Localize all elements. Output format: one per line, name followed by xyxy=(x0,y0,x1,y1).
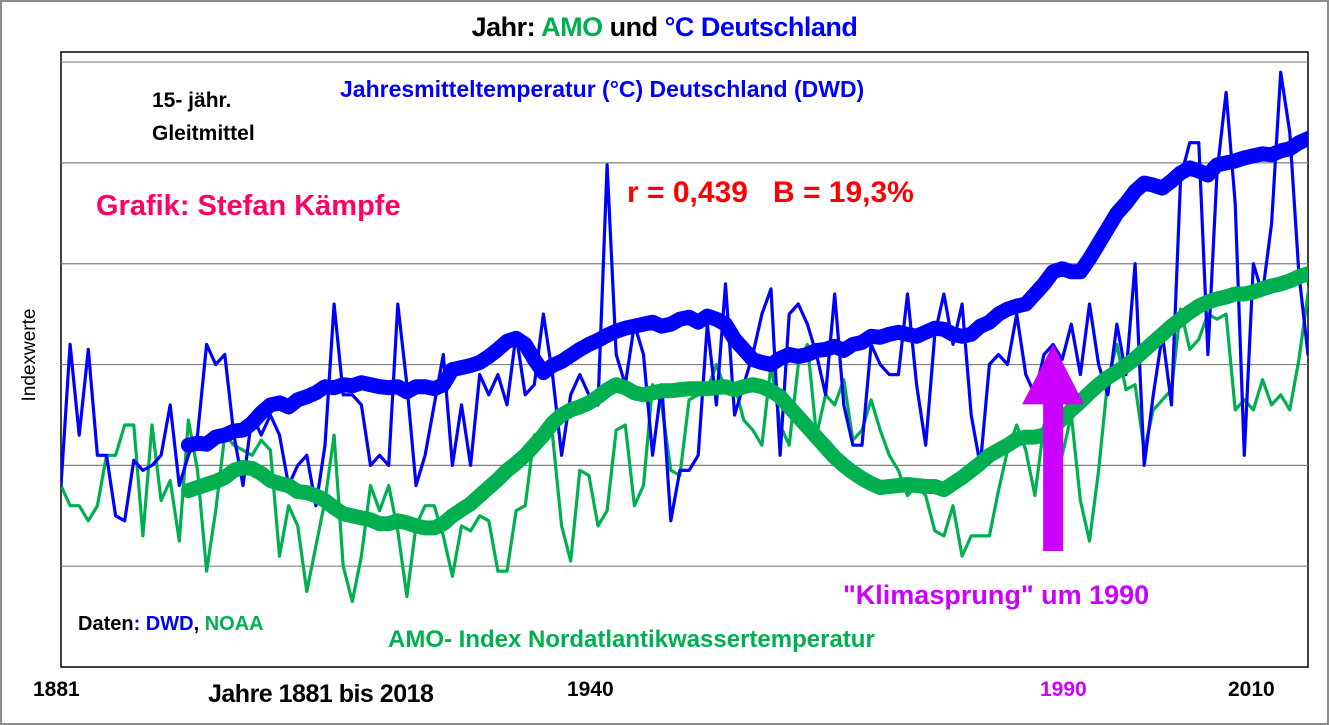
x-tick-1940: 1940 xyxy=(567,678,614,701)
data-source-comma: , xyxy=(193,613,205,635)
chart-title: Jahr: AMO und °C Deutschland xyxy=(0,12,1329,43)
plot-border xyxy=(60,51,1309,668)
temperature-raw-line xyxy=(61,70,1308,523)
x-tick-1990: 1990 xyxy=(1040,678,1087,701)
temperature-smoothed-line xyxy=(180,131,1308,453)
data-source-prefix: Daten xyxy=(78,613,134,635)
title-part-germany: °C Deutschland xyxy=(664,12,858,42)
smoothing-label-line2: Gleitmittel xyxy=(152,122,255,145)
data-source-colon: : xyxy=(133,613,146,635)
title-part-year: Jahr: xyxy=(471,12,542,42)
gridlines xyxy=(61,61,1308,567)
klimasprung-arrow xyxy=(1022,344,1085,552)
series-layer xyxy=(61,70,1308,604)
x-tick-1881: 1881 xyxy=(33,678,80,701)
amo-series-label: AMO- Index Nordatlantikwassertemperatur xyxy=(388,626,875,653)
klimasprung-label: "Klimasprung" um 1990 xyxy=(843,580,1150,610)
x-tick-2010: 2010 xyxy=(1228,678,1275,701)
x-axis-label: Jahre 1881 bis 2018 xyxy=(208,680,434,708)
title-part-amo: AMO xyxy=(541,12,603,42)
title-part-und: und xyxy=(602,12,665,42)
data-source-noaa: NOAA xyxy=(204,613,264,635)
correlation-label: r = 0,439 B = 19,3% xyxy=(627,176,914,209)
klimasprung-arrow-shape xyxy=(1022,344,1085,552)
temp-series-label: Jahresmitteltemperatur (°C) Deutschland … xyxy=(340,76,865,102)
smoothing-label-line1: 15- jähr. xyxy=(152,89,232,112)
y-axis-label: Indexwerte xyxy=(19,308,40,402)
amo-smoothed-line xyxy=(180,266,1308,536)
data-source-dwd: DWD xyxy=(145,613,194,635)
author-label: Grafik: Stefan Kämpfe xyxy=(96,190,401,222)
data-source-label: Daten: DWD, NOAA xyxy=(78,613,264,636)
